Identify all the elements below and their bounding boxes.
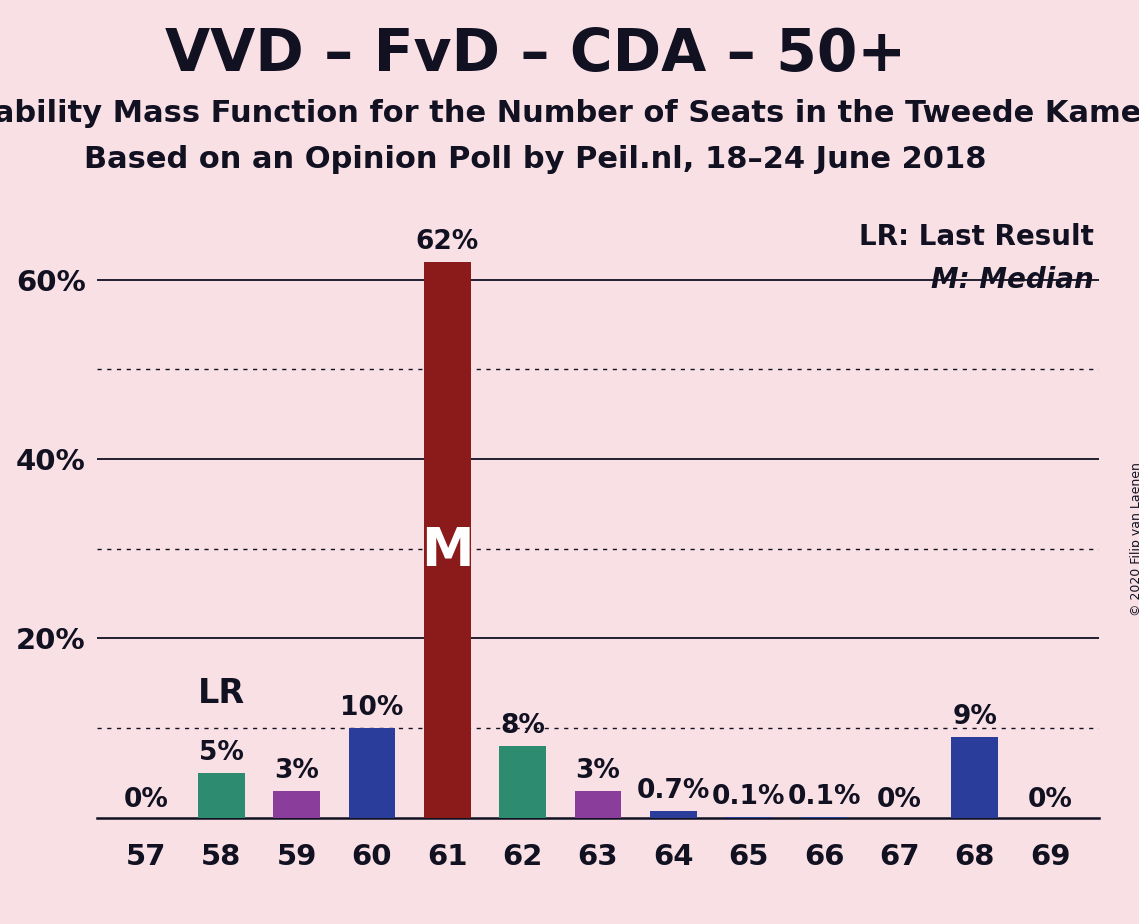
Bar bbox=[198, 772, 245, 818]
Text: 0.1%: 0.1% bbox=[712, 784, 786, 809]
Bar bbox=[273, 791, 320, 818]
Text: 0%: 0% bbox=[877, 787, 921, 813]
Text: M: Median: M: Median bbox=[932, 266, 1095, 294]
Text: 0.1%: 0.1% bbox=[787, 784, 861, 809]
Text: LR: LR bbox=[197, 677, 245, 711]
Text: Probability Mass Function for the Number of Seats in the Tweede Kamer: Probability Mass Function for the Number… bbox=[0, 99, 1139, 128]
Text: 3%: 3% bbox=[575, 758, 621, 784]
Bar bbox=[349, 728, 395, 818]
Bar bbox=[424, 261, 470, 818]
Bar bbox=[951, 737, 998, 818]
Text: 62%: 62% bbox=[416, 228, 478, 254]
Text: 0.7%: 0.7% bbox=[637, 778, 710, 804]
Text: 0%: 0% bbox=[123, 787, 169, 813]
Text: 8%: 8% bbox=[500, 712, 546, 739]
Bar bbox=[650, 811, 697, 818]
Text: © 2020 Filip van Laenen: © 2020 Filip van Laenen bbox=[1130, 462, 1139, 616]
Text: 5%: 5% bbox=[198, 740, 244, 766]
Text: VVD – FvD – CDA – 50+: VVD – FvD – CDA – 50+ bbox=[165, 26, 906, 83]
Bar bbox=[499, 746, 546, 818]
Text: M: M bbox=[421, 525, 474, 577]
Text: 0%: 0% bbox=[1027, 787, 1073, 813]
Text: 3%: 3% bbox=[274, 758, 319, 784]
Text: Based on an Opinion Poll by Peil.nl, 18–24 June 2018: Based on an Opinion Poll by Peil.nl, 18–… bbox=[84, 145, 986, 174]
Text: 10%: 10% bbox=[341, 695, 403, 721]
Bar bbox=[574, 791, 622, 818]
Text: LR: Last Result: LR: Last Result bbox=[859, 223, 1095, 251]
Text: 9%: 9% bbox=[952, 704, 998, 730]
